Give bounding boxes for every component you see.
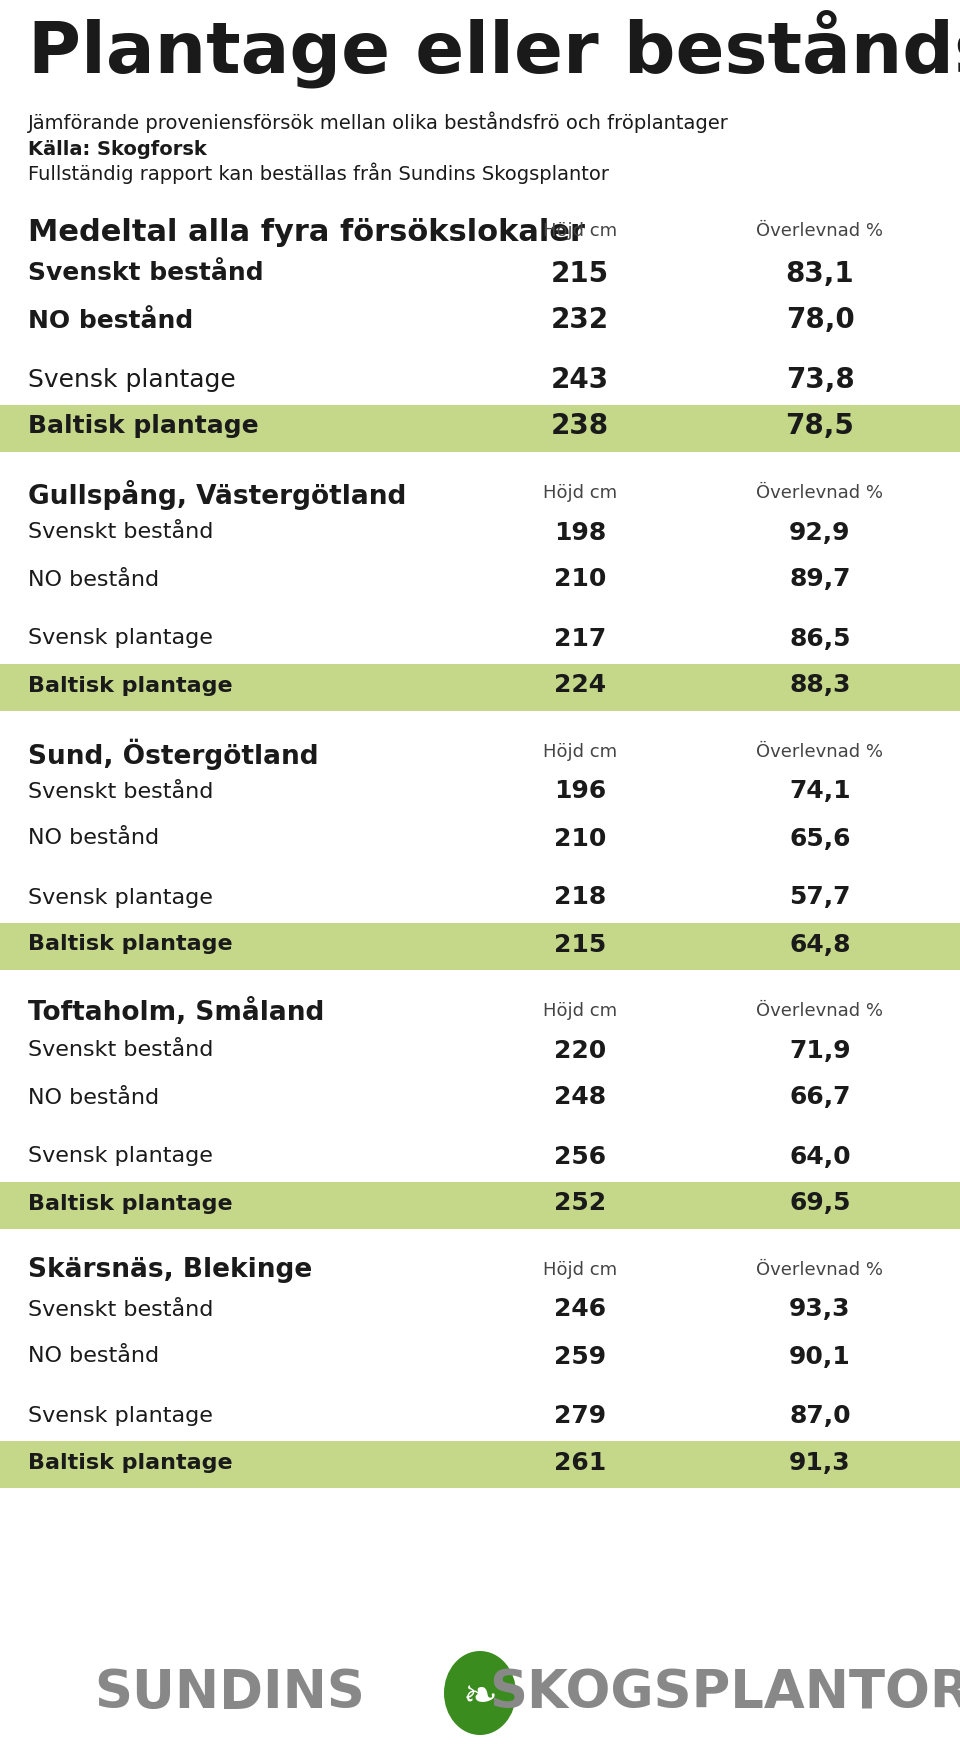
Bar — [0, 405, 960, 452]
Text: Svenskt bestånd: Svenskt bestånd — [28, 523, 213, 542]
Bar — [0, 664, 960, 712]
Text: 65,6: 65,6 — [789, 827, 851, 851]
Text: Baltisk plantage: Baltisk plantage — [28, 675, 232, 696]
Text: Sund, Östergötland: Sund, Östergötland — [28, 739, 319, 771]
Text: NO bestånd: NO bestånd — [28, 570, 159, 589]
Text: Skärsnäs, Blekinge: Skärsnäs, Blekinge — [28, 1257, 312, 1284]
Text: Baltisk plantage: Baltisk plantage — [28, 935, 232, 954]
Text: 73,8: 73,8 — [785, 366, 854, 394]
Text: 215: 215 — [551, 260, 609, 288]
Text: Baltisk plantage: Baltisk plantage — [28, 1193, 232, 1214]
Text: 210: 210 — [554, 827, 606, 851]
Text: 74,1: 74,1 — [789, 780, 851, 804]
Text: NO bestånd: NO bestånd — [28, 309, 193, 333]
Text: 215: 215 — [554, 933, 606, 956]
Text: 248: 248 — [554, 1085, 606, 1109]
Text: 78,0: 78,0 — [785, 307, 854, 335]
Text: 64,8: 64,8 — [789, 933, 851, 956]
Text: Toftaholm, Småland: Toftaholm, Småland — [28, 998, 324, 1025]
Text: 196: 196 — [554, 780, 606, 804]
Text: Överlevnad %: Överlevnad % — [756, 485, 883, 502]
Text: NO bestånd: NO bestånd — [28, 1088, 159, 1107]
Text: 259: 259 — [554, 1345, 606, 1369]
Text: Överlevnad %: Överlevnad % — [756, 1003, 883, 1020]
Text: SUNDINS: SUNDINS — [95, 1667, 366, 1720]
Text: 69,5: 69,5 — [789, 1191, 851, 1216]
Text: 256: 256 — [554, 1144, 606, 1168]
Text: Svenskt bestånd: Svenskt bestånd — [28, 781, 213, 802]
Text: 87,0: 87,0 — [789, 1404, 851, 1428]
Text: SKOGSPLANTOR: SKOGSPLANTOR — [490, 1667, 960, 1720]
Text: 89,7: 89,7 — [789, 567, 851, 591]
Text: Svenskt bestånd: Svenskt bestånd — [28, 1299, 213, 1320]
Text: 88,3: 88,3 — [789, 673, 851, 698]
Text: 252: 252 — [554, 1191, 606, 1216]
Text: Svenskt bestånd: Svenskt bestånd — [28, 262, 264, 286]
Text: 243: 243 — [551, 366, 609, 394]
Text: 64,0: 64,0 — [789, 1144, 851, 1168]
Text: Svensk plantage: Svensk plantage — [28, 368, 236, 391]
Text: Baltisk plantage: Baltisk plantage — [28, 415, 258, 438]
Text: 78,5: 78,5 — [785, 413, 854, 441]
Text: 90,1: 90,1 — [789, 1345, 851, 1369]
Text: 83,1: 83,1 — [785, 260, 854, 288]
Text: 210: 210 — [554, 567, 606, 591]
Text: Höjd cm: Höjd cm — [543, 743, 617, 760]
Text: Svensk plantage: Svensk plantage — [28, 1406, 213, 1425]
Text: Svensk plantage: Svensk plantage — [28, 628, 213, 649]
Text: Överlevnad %: Överlevnad % — [756, 221, 883, 241]
Text: 71,9: 71,9 — [789, 1038, 851, 1062]
Text: 86,5: 86,5 — [789, 626, 851, 651]
Text: Gullspång, Västergötland: Gullspång, Västergötland — [28, 480, 406, 509]
Text: Höjd cm: Höjd cm — [543, 485, 617, 502]
Bar — [0, 1182, 960, 1230]
Text: 224: 224 — [554, 673, 606, 698]
Text: NO bestånd: NO bestånd — [28, 828, 159, 849]
Text: Plantage eller beståndsfrö?: Plantage eller beståndsfrö? — [28, 10, 960, 89]
Text: 91,3: 91,3 — [789, 1451, 851, 1474]
Text: Höjd cm: Höjd cm — [543, 1003, 617, 1020]
Text: Överlevnad %: Överlevnad % — [756, 743, 883, 760]
Ellipse shape — [444, 1652, 516, 1735]
Text: Höjd cm: Höjd cm — [543, 1261, 617, 1278]
Text: Svensk plantage: Svensk plantage — [28, 1146, 213, 1167]
Text: NO bestånd: NO bestånd — [28, 1346, 159, 1367]
Text: 92,9: 92,9 — [789, 520, 851, 544]
Text: 279: 279 — [554, 1404, 606, 1428]
Text: Höjd cm: Höjd cm — [543, 221, 617, 241]
Text: 220: 220 — [554, 1038, 606, 1062]
Text: 238: 238 — [551, 413, 609, 441]
Bar — [0, 1441, 960, 1488]
Text: 57,7: 57,7 — [789, 886, 851, 910]
Text: 93,3: 93,3 — [789, 1298, 851, 1322]
Text: 66,7: 66,7 — [789, 1085, 851, 1109]
Text: Baltisk plantage: Baltisk plantage — [28, 1453, 232, 1472]
Text: Svenskt bestånd: Svenskt bestånd — [28, 1041, 213, 1060]
Text: Medeltal alla fyra försökslokaler: Medeltal alla fyra försökslokaler — [28, 218, 585, 248]
Text: Jämförande proveniensförsök mellan olika beståndsfrö och fröplantager: Jämförande proveniensförsök mellan olika… — [28, 112, 729, 134]
Text: 232: 232 — [551, 307, 609, 335]
Text: Överlevnad %: Överlevnad % — [756, 1261, 883, 1278]
Bar — [0, 923, 960, 970]
Text: 218: 218 — [554, 886, 606, 910]
Text: 261: 261 — [554, 1451, 606, 1474]
Text: ❧: ❧ — [463, 1676, 497, 1718]
Text: Källa: Skogforsk: Källa: Skogforsk — [28, 140, 206, 159]
Text: 198: 198 — [554, 520, 606, 544]
Text: 246: 246 — [554, 1298, 606, 1322]
Text: Svensk plantage: Svensk plantage — [28, 888, 213, 907]
Text: Fullständig rapport kan beställas från Sundins Skogsplantor: Fullständig rapport kan beställas från S… — [28, 162, 609, 185]
Text: 217: 217 — [554, 626, 606, 651]
